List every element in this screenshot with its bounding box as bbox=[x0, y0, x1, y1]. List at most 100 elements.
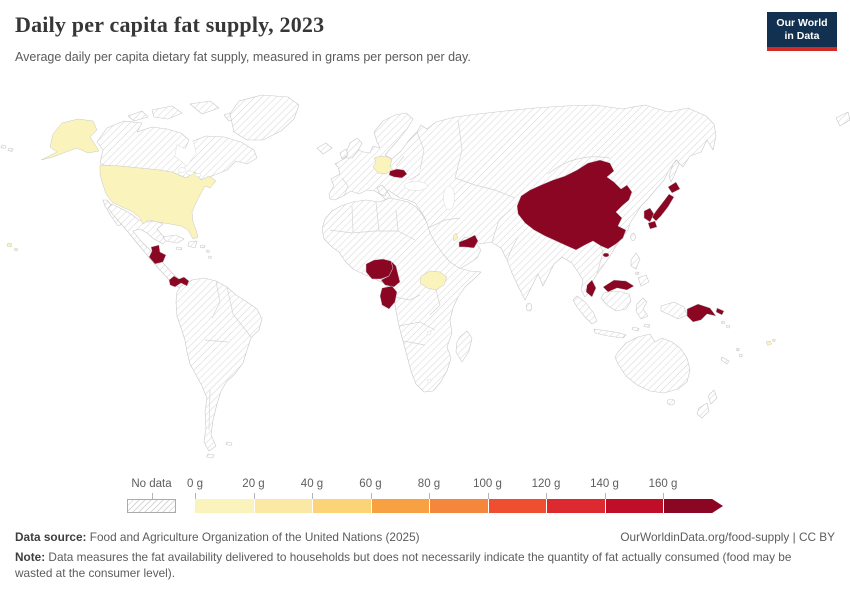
region-sri-lanka[interactable] bbox=[525, 302, 533, 312]
legend-no-data-label: No data bbox=[131, 478, 172, 490]
legend-tick bbox=[151, 493, 153, 499]
region-madagascar[interactable] bbox=[455, 330, 473, 363]
legend-segment[interactable] bbox=[604, 499, 663, 513]
country-japan-hokkaido[interactable] bbox=[667, 181, 681, 194]
region-taiwan[interactable] bbox=[630, 233, 636, 241]
country-china-hainan[interactable] bbox=[602, 252, 610, 258]
country-japan-kyushu[interactable] bbox=[647, 220, 658, 230]
legend-tick-label: 80 g bbox=[417, 478, 441, 490]
legend-segment[interactable] bbox=[546, 499, 605, 513]
country-united-states-alaska[interactable] bbox=[40, 118, 100, 161]
legend-segment[interactable] bbox=[253, 499, 312, 513]
region-visayas[interactable] bbox=[634, 271, 640, 275]
region-solomons[interactable] bbox=[720, 320, 726, 325]
country-south-sudan[interactable] bbox=[419, 270, 448, 291]
region-jamaica[interactable] bbox=[175, 246, 183, 251]
country-malaysia-peninsular[interactable] bbox=[585, 279, 597, 298]
region-falklands[interactable] bbox=[225, 441, 233, 446]
caspian-sea bbox=[443, 185, 455, 211]
region-arctic-island[interactable] bbox=[151, 105, 183, 120]
region-sakhalin[interactable] bbox=[668, 159, 680, 183]
legend-tick bbox=[487, 493, 489, 499]
region-australia[interactable] bbox=[614, 333, 691, 394]
credit-link[interactable]: OurWorldinData.org/food-supply | CC BY bbox=[620, 530, 835, 544]
region-africa[interactable] bbox=[321, 197, 482, 393]
legend-segment[interactable] bbox=[370, 499, 429, 513]
country-borders bbox=[204, 119, 611, 431]
country-qatar[interactable] bbox=[452, 232, 459, 242]
country-malaysia-borneo[interactable] bbox=[602, 279, 635, 293]
region-borneo-indonesia[interactable] bbox=[600, 290, 632, 312]
country-austria[interactable] bbox=[388, 168, 408, 179]
country-china[interactable] bbox=[516, 159, 633, 251]
country-japan-honshu[interactable] bbox=[651, 193, 675, 222]
region-ireland[interactable] bbox=[339, 148, 349, 160]
legend-bar bbox=[195, 499, 725, 513]
country-united-states-hawaii[interactable] bbox=[6, 242, 13, 248]
country-panama[interactable] bbox=[168, 275, 190, 288]
region-greenland[interactable] bbox=[229, 94, 300, 141]
region-timor[interactable] bbox=[631, 326, 640, 332]
region-solomons[interactable] bbox=[725, 324, 731, 329]
country-papua-new-guinea[interactable] bbox=[686, 303, 717, 323]
region-south-america[interactable] bbox=[175, 277, 263, 452]
region-arctic-island[interactable] bbox=[127, 110, 149, 122]
lesotho-hole bbox=[426, 378, 432, 384]
region-new-zealand[interactable] bbox=[696, 402, 710, 419]
region-united-kingdom[interactable] bbox=[345, 137, 363, 159]
great-lake bbox=[186, 170, 194, 176]
owid-logo[interactable]: Our World in Data bbox=[767, 12, 837, 52]
region-cuba[interactable] bbox=[162, 234, 185, 244]
region-tierra-del-fuego[interactable] bbox=[206, 453, 215, 459]
legend-tick bbox=[546, 493, 547, 499]
region-aleutians[interactable] bbox=[0, 144, 7, 149]
region-chukotka[interactable] bbox=[835, 111, 850, 127]
region-iceland[interactable] bbox=[316, 142, 333, 155]
legend-segment[interactable] bbox=[429, 499, 488, 513]
note-line: Note: Data measures the fat availability… bbox=[15, 549, 813, 582]
country-gabon[interactable] bbox=[379, 285, 398, 310]
region-arctic-island[interactable] bbox=[189, 100, 220, 115]
region-hispaniola[interactable] bbox=[187, 240, 198, 249]
region-java[interactable] bbox=[593, 328, 627, 339]
legend-segment[interactable] bbox=[195, 499, 254, 513]
region-lesser-sunda[interactable] bbox=[643, 323, 651, 328]
legend-segment[interactable] bbox=[663, 499, 723, 513]
legend-segment[interactable] bbox=[487, 499, 546, 513]
country-united-states[interactable] bbox=[99, 164, 217, 240]
region-luzon[interactable] bbox=[630, 252, 641, 270]
region-mindanao[interactable] bbox=[637, 274, 650, 287]
region-vanuatu[interactable] bbox=[735, 347, 740, 352]
data-source-label: Data source: bbox=[15, 530, 87, 544]
country-cameroon[interactable] bbox=[380, 260, 401, 288]
region-antilles[interactable] bbox=[206, 249, 210, 253]
legend-scale: 0 g 20 g 40 g 60 g 80 g 100 g 120 g 140 g 160 g bbox=[187, 476, 725, 522]
legend-tick-label: 60 g bbox=[359, 478, 382, 490]
chart-footer: Data source: Food and Agriculture Organi… bbox=[15, 530, 835, 582]
region-puerto-rico[interactable] bbox=[199, 244, 206, 249]
region-new-zealand[interactable] bbox=[707, 389, 718, 405]
region-sumatra[interactable] bbox=[572, 295, 598, 325]
legend-tick-label: 100 g bbox=[473, 478, 502, 490]
country-fiji[interactable] bbox=[772, 338, 776, 342]
country-papua-new-guinea-new-britain[interactable] bbox=[715, 307, 725, 316]
region-west-papua[interactable] bbox=[660, 301, 688, 320]
region-new-caledonia[interactable] bbox=[720, 356, 730, 365]
data-source-text: Food and Agriculture Organization of the… bbox=[86, 530, 420, 544]
country-united-states-hawaii[interactable] bbox=[13, 247, 19, 252]
region-sulawesi[interactable] bbox=[635, 297, 649, 320]
country-guatemala[interactable] bbox=[148, 244, 167, 265]
region-antilles[interactable] bbox=[208, 255, 212, 259]
note-text: Data measures the fat availability deliv… bbox=[15, 550, 792, 581]
region-tasmania[interactable] bbox=[667, 398, 675, 406]
region-aleutians[interactable] bbox=[7, 147, 14, 152]
legend-segment[interactable] bbox=[312, 499, 371, 513]
country-south-korea[interactable] bbox=[643, 207, 655, 223]
region-vanuatu[interactable] bbox=[738, 353, 743, 358]
country-fiji[interactable] bbox=[765, 340, 772, 346]
great-lake bbox=[194, 172, 202, 178]
country-united-arab-emirates[interactable] bbox=[458, 234, 479, 249]
legend-no-data-swatch[interactable] bbox=[127, 499, 176, 513]
lakes bbox=[175, 141, 455, 384]
legend-tick-label: 160 g bbox=[648, 478, 678, 490]
